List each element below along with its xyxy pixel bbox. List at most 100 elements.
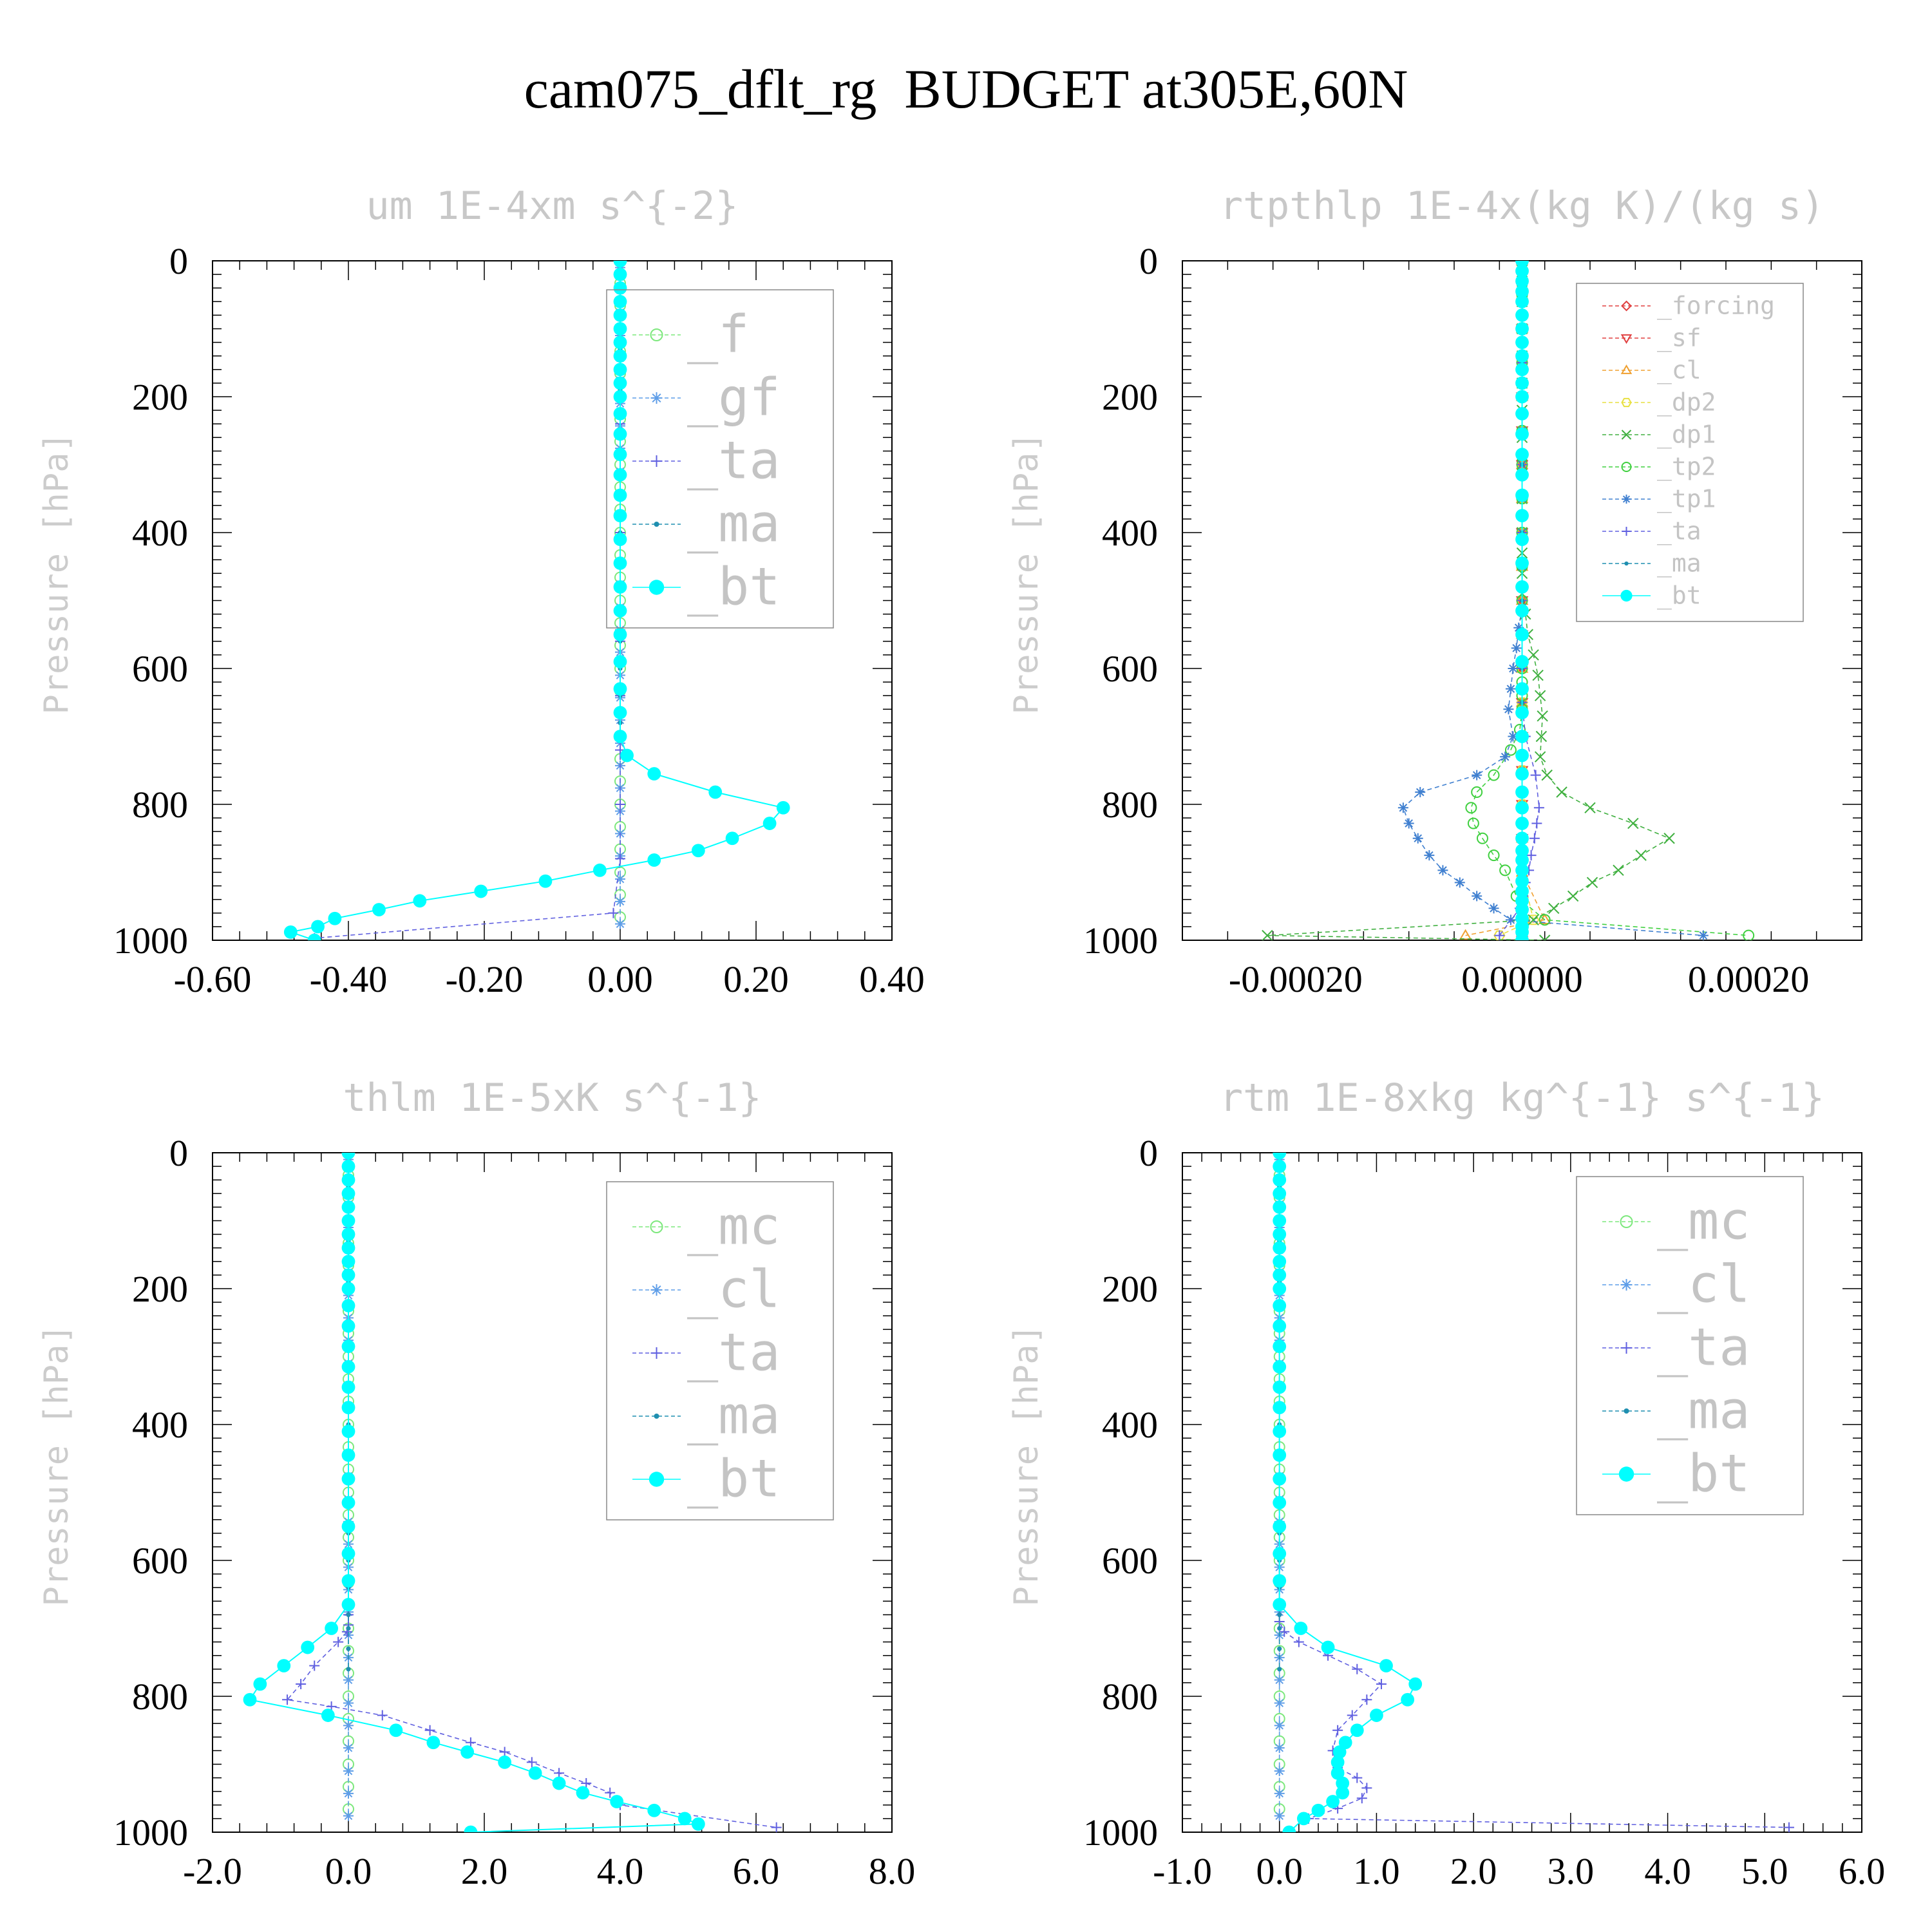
y-tick-label: 1000 (113, 1812, 188, 1853)
series-ma-point (1277, 1612, 1282, 1617)
series-bt-point (1273, 1380, 1287, 1394)
series-bt-point (613, 349, 627, 363)
x-tick-label: 2.0 (1450, 1850, 1497, 1892)
series-ta-point (1531, 818, 1542, 829)
series-bt-point (1515, 831, 1529, 846)
x-tick-label: 6.0 (733, 1850, 780, 1892)
series-bt-point (613, 363, 627, 377)
series-group (283, 261, 790, 940)
series-bt-point (341, 1319, 355, 1333)
series-ta-point (1533, 802, 1544, 813)
series-bt-point (283, 925, 298, 939)
x-tick-label: 0.00000 (1461, 958, 1583, 1000)
series-cl-point (343, 1698, 354, 1709)
y-tick-label: 1000 (1083, 920, 1158, 961)
series-ta-point (608, 907, 619, 918)
series-dp1-point (1635, 849, 1647, 861)
series-bt-point (1273, 1159, 1287, 1173)
series-bt-point (1515, 933, 1529, 940)
series-dp1-point (1534, 751, 1546, 762)
legend-entry-label: _ta (687, 1322, 781, 1382)
series-bt-point (325, 1622, 339, 1635)
series-cl-point (343, 1788, 354, 1799)
y-tick-label: 0 (169, 240, 188, 282)
series-bt-point (341, 1241, 355, 1255)
series-bt-point (613, 682, 627, 696)
y-tick-label: 400 (132, 1404, 188, 1446)
series-cl-point (1274, 1743, 1285, 1754)
series-cl-line (1465, 261, 1546, 936)
series-dp1-point (1548, 902, 1560, 914)
series-bt-point (1273, 1340, 1287, 1354)
series-tp1-point (1424, 850, 1435, 861)
series-bt-point (1515, 468, 1529, 482)
series-bt-point (1515, 294, 1529, 308)
legend-entry-label: _gf (687, 367, 781, 427)
series-bt-point (613, 468, 627, 482)
series-ta-point (1529, 833, 1540, 844)
series-bt-point (1515, 706, 1529, 719)
series-bt-point (341, 1547, 355, 1560)
legend-entry-label: _sf (1657, 324, 1701, 353)
legend-marker (1621, 430, 1632, 440)
legend-entry-label: _bt (1657, 582, 1701, 611)
series-bt-point (1515, 580, 1529, 594)
series-dp1-point (1537, 710, 1548, 722)
series-bt-point (1515, 785, 1529, 799)
series-tp1-point (1505, 683, 1516, 694)
x-tick-label: 2.0 (461, 1850, 508, 1892)
series-bt-point (576, 1786, 590, 1800)
series-bt-point (460, 1745, 475, 1759)
legend-marker (650, 1347, 663, 1359)
y-tick-label: 800 (132, 1676, 188, 1718)
legend-marker (1620, 1342, 1633, 1354)
series-group (243, 1153, 782, 1832)
y-tick-label: 600 (132, 648, 188, 690)
series-ta-point (499, 1747, 510, 1757)
series-tp2-point (1488, 849, 1500, 862)
legend-entry-label: _cl (687, 1259, 781, 1319)
series-bt-point (613, 580, 627, 594)
series-bt-point (1273, 1319, 1287, 1333)
series-bt-point (647, 767, 661, 781)
x-tick-label: -1.0 (1153, 1850, 1212, 1892)
series-cl-point (1274, 1766, 1285, 1777)
series-dp1-point (1528, 649, 1539, 661)
series-bt-point (1273, 1282, 1287, 1296)
series-bt-point (1273, 1472, 1287, 1486)
series-bt-point (1332, 1745, 1347, 1759)
series-bt-point (613, 509, 627, 523)
series-bt-point (1296, 1812, 1311, 1826)
legend-entry-label: _mc (687, 1196, 781, 1256)
legend-box (606, 289, 834, 629)
legend-marker (1621, 397, 1632, 408)
series-bt-point (613, 627, 627, 641)
series-dp1-point (1556, 786, 1567, 798)
series-bt-point (341, 1340, 355, 1354)
legend-entry-label: _ma (1657, 549, 1701, 578)
series-bt-point (1515, 748, 1529, 762)
series-bt-point (620, 748, 634, 762)
chart-panel-2: rtpthlp 1E-4x(kg K)/(kg s) Pressure [hPa]… (1007, 184, 1862, 1000)
panel-title: thlm 1E-5xK s^{-1} (343, 1075, 761, 1121)
series-cl-point (343, 1674, 354, 1685)
legend-box (606, 1181, 834, 1520)
legend-entry-label: _mc (1657, 1191, 1750, 1251)
series-bt-point (1379, 1659, 1393, 1672)
series-ma-point (1277, 1646, 1282, 1651)
y-axis-label: Pressure [hPa] (37, 432, 76, 714)
x-tick-label: 0.40 (859, 958, 925, 1000)
legend-marker (654, 1413, 659, 1419)
series-tp2-point (1471, 786, 1483, 799)
series-bt-point (1273, 1495, 1287, 1510)
series-bt-point (341, 1359, 355, 1374)
series-ta-point (526, 1757, 537, 1768)
series-tp1-point (1472, 891, 1482, 902)
series-bt-point (1273, 1153, 1287, 1160)
series-bt-point (341, 1401, 355, 1415)
x-tick-label: 4.0 (597, 1850, 644, 1892)
x-tick-label: 5.0 (1741, 1850, 1788, 1892)
series-bt-point (1273, 1547, 1287, 1560)
series-ta-point (1361, 1694, 1372, 1705)
